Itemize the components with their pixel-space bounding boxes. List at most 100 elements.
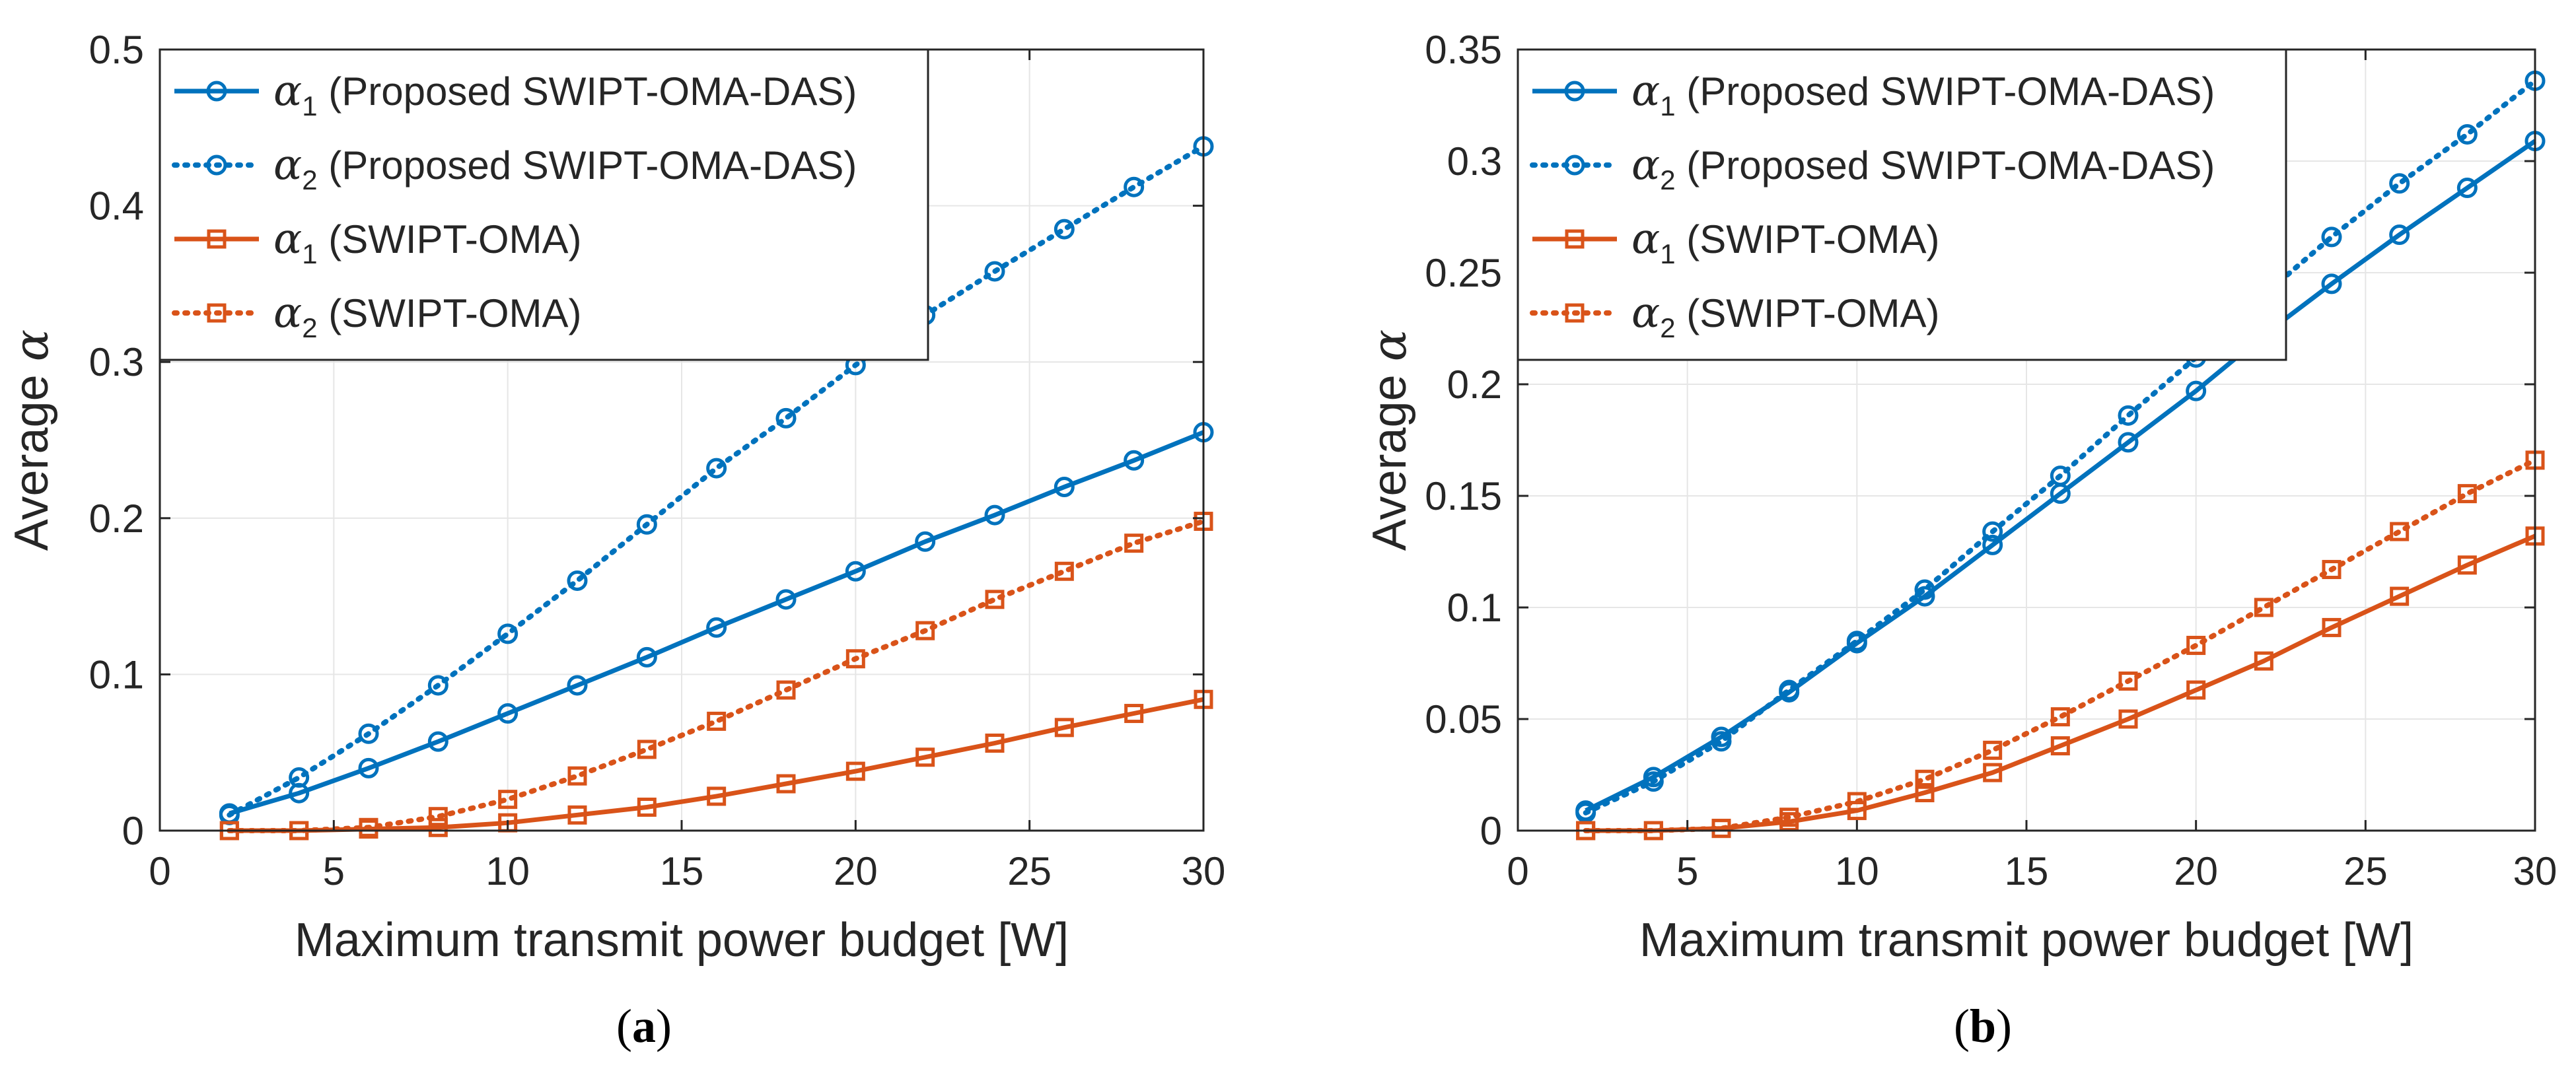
legend-entry-label: α1 (SWIPT-OMA) bbox=[273, 215, 582, 269]
data-point-marker bbox=[707, 711, 727, 731]
series-line-2 bbox=[227, 143, 1206, 818]
y-tick-label: 0 bbox=[1480, 809, 1502, 853]
legend-marker bbox=[207, 229, 227, 249]
legend-entry-label: α2 (Proposed SWIPT-OMA-DAS) bbox=[1631, 141, 2215, 195]
data-point-marker bbox=[2389, 224, 2410, 246]
data-point-marker bbox=[2118, 432, 2139, 453]
y-tick-label: 0.25 bbox=[1425, 251, 1502, 295]
y-axis-label: Average α bbox=[3, 329, 59, 551]
data-point-marker bbox=[2390, 522, 2410, 541]
data-point-marker bbox=[2118, 405, 2139, 426]
data-point-marker bbox=[1054, 561, 1074, 581]
y-tick-label: 0.1 bbox=[89, 652, 144, 697]
data-point-marker bbox=[498, 790, 518, 809]
x-tick-label: 0 bbox=[1507, 849, 1528, 893]
data-point-marker bbox=[984, 261, 1005, 282]
data-point-marker bbox=[2389, 173, 2410, 194]
data-point-marker bbox=[2321, 226, 2342, 248]
data-point-marker bbox=[1982, 521, 2003, 542]
legend: α1 (Proposed SWIPT-OMA-DAS) α2 (Proposed … bbox=[159, 48, 929, 361]
x-tick-label: 5 bbox=[323, 849, 345, 893]
legend-box bbox=[1517, 48, 2287, 361]
panel-caption: (a) bbox=[616, 1000, 672, 1052]
legend-marker bbox=[1565, 229, 1585, 249]
series-line-2 bbox=[1583, 78, 2538, 815]
data-point-marker bbox=[1914, 579, 1935, 600]
y-tick-label: 0.4 bbox=[89, 184, 144, 228]
data-point-marker bbox=[1643, 771, 1664, 792]
data-point-marker bbox=[1846, 631, 1867, 652]
panel-caption: (b) bbox=[1954, 1000, 2012, 1052]
x-tick-label: 25 bbox=[1007, 849, 1052, 893]
x-tick-label: 5 bbox=[1676, 849, 1698, 893]
data-point-marker bbox=[775, 407, 797, 429]
x-tick-label: 10 bbox=[485, 849, 530, 893]
x-axis-label: Maximum transmit power budget [W] bbox=[1639, 914, 2414, 967]
data-point-marker bbox=[845, 649, 865, 669]
data-point-marker bbox=[427, 675, 448, 696]
y-tick-label: 0 bbox=[122, 809, 144, 853]
data-point-marker bbox=[359, 817, 378, 837]
data-point-marker bbox=[1847, 792, 1867, 811]
data-point-marker bbox=[706, 458, 727, 479]
x-tick-label: 20 bbox=[834, 849, 878, 893]
data-point-marker bbox=[2457, 484, 2477, 504]
data-point-marker bbox=[2322, 560, 2342, 580]
legend-box bbox=[159, 48, 929, 361]
data-point-marker bbox=[2186, 635, 2206, 655]
data-point-marker bbox=[2186, 680, 2206, 700]
data-point-marker bbox=[637, 740, 657, 759]
data-point-marker bbox=[1054, 718, 1074, 738]
y-tick-label: 0.35 bbox=[1425, 28, 1502, 72]
data-point-marker bbox=[428, 807, 448, 827]
legend-entry-label: α2 (Proposed SWIPT-OMA-DAS) bbox=[273, 141, 857, 195]
data-point-marker bbox=[427, 731, 448, 752]
data-point-marker bbox=[2322, 617, 2342, 637]
data-point-marker bbox=[428, 817, 448, 837]
data-point-marker bbox=[358, 757, 379, 778]
y-tick-label: 0.2 bbox=[1447, 362, 1502, 407]
chart-panel-a: 0 5 10 15 20 25 30 0 0.1 0.2 0.3 0.4 0.5 Maximum tran… bbox=[3, 28, 1225, 1052]
legend-marker bbox=[206, 81, 227, 102]
x-tick-label: 25 bbox=[2343, 849, 2388, 893]
data-point-marker bbox=[2050, 707, 2070, 727]
data-point-marker bbox=[1124, 704, 1144, 724]
x-tick-label: 0 bbox=[149, 849, 170, 893]
series-line-4 bbox=[1583, 457, 2538, 833]
data-point-marker bbox=[1124, 534, 1144, 553]
legend-entry-label: α1 (Proposed SWIPT-OMA-DAS) bbox=[273, 67, 857, 121]
data-point-marker bbox=[2457, 555, 2477, 575]
data-point-marker bbox=[497, 623, 519, 644]
data-point-marker bbox=[2456, 123, 2478, 145]
data-point-marker bbox=[2254, 598, 2273, 617]
x-tick-label: 15 bbox=[660, 849, 704, 893]
data-point-marker bbox=[567, 766, 587, 786]
data-point-marker bbox=[358, 723, 379, 744]
data-point-marker bbox=[497, 703, 519, 724]
data-point-marker bbox=[1982, 534, 2003, 555]
legend-marker bbox=[1565, 303, 1585, 323]
data-point-marker bbox=[915, 747, 935, 767]
x-tick-label: 10 bbox=[1835, 849, 1879, 893]
y-tick-label: 0.05 bbox=[1425, 697, 1502, 741]
data-point-marker bbox=[1054, 476, 1075, 497]
data-point-marker bbox=[845, 761, 865, 781]
data-point-marker bbox=[1983, 740, 2003, 760]
data-point-marker bbox=[2118, 671, 2138, 691]
data-point-marker bbox=[2321, 273, 2342, 294]
legend: α1 (Proposed SWIPT-OMA-DAS) α2 (Proposed … bbox=[1517, 48, 2287, 361]
chart-panel-b: 0 5 10 15 20 25 30 0 0.05 0.1 0.15 0.2 0.25 0.3 0.35 Ma… bbox=[1361, 28, 2557, 1052]
data-point-marker bbox=[1124, 176, 1145, 197]
data-point-marker bbox=[984, 504, 1005, 526]
data-point-marker bbox=[1124, 450, 1145, 471]
data-point-marker bbox=[1915, 783, 1935, 803]
x-tick-label: 20 bbox=[2174, 849, 2218, 893]
x-tick-label: 15 bbox=[2005, 849, 2049, 893]
data-point-marker bbox=[567, 675, 588, 696]
data-point-marker bbox=[637, 798, 657, 817]
legend-marker bbox=[207, 303, 227, 323]
data-point-marker bbox=[707, 786, 727, 806]
data-point-marker bbox=[567, 805, 587, 825]
data-point-marker bbox=[1711, 731, 1732, 752]
data-point-marker bbox=[567, 570, 588, 591]
